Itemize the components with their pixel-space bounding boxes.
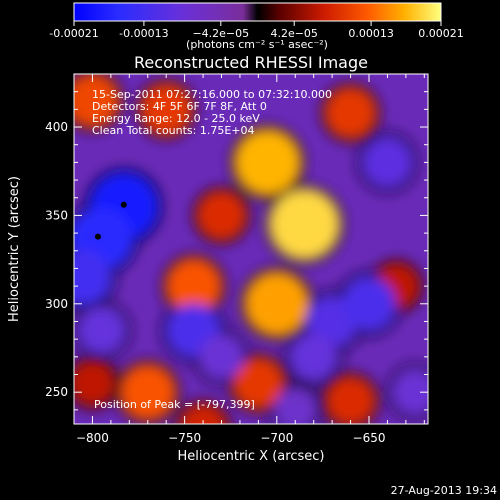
peak-markers	[94, 201, 127, 240]
x-tick-label: −650	[353, 431, 386, 445]
chart-title: Reconstructed RHESSI Image	[134, 53, 368, 72]
intensity-blob	[327, 377, 374, 424]
colorbar-tick-label: -0.00013	[119, 27, 168, 40]
intensity-blob	[78, 306, 126, 354]
annotations: 15-Sep-2011 07:27:16.000 to 07:32:10.000…	[92, 88, 332, 411]
annotation-line: Energy Range: 12.0 - 25.0 keV	[92, 112, 260, 125]
annotation-line: 15-Sep-2011 07:27:16.000 to 07:32:10.000	[92, 88, 332, 101]
peak-dot	[120, 201, 127, 208]
intensity-blob	[273, 388, 317, 424]
x-tick-label: −800	[76, 431, 109, 445]
y-axis-label: Heliocentric Y (arcsec)	[7, 176, 22, 322]
intensity-blob	[121, 365, 175, 419]
intensity-blob	[270, 190, 339, 259]
intensity-blob	[233, 358, 283, 408]
intensity-blob	[167, 259, 221, 313]
y-axis-ticks: 250 300 350 400	[45, 73, 428, 411]
x-tick-label: −700	[260, 431, 293, 445]
y-tick-label: 350	[45, 208, 68, 222]
colorbar-tick-label: −4.2e−05	[192, 27, 249, 40]
annotation-line: Clean Total counts: 1.75E+04	[92, 124, 255, 137]
intensity-blob	[326, 88, 376, 138]
x-tick-label: −750	[168, 431, 201, 445]
colorbar-tick-label: 0.00013	[348, 27, 394, 40]
intensity-blob	[246, 273, 308, 335]
intensity-blob	[74, 362, 114, 405]
x-axis-label: Heliocentric X (arcsec)	[178, 449, 325, 464]
intensity-blob	[198, 191, 245, 239]
peak-position-label: Position of Peak = [-797,399]	[94, 398, 255, 411]
intensity-blob	[235, 130, 300, 195]
colorbar-tick-label: 4.2e−05	[270, 27, 317, 40]
intensity-blob	[290, 333, 338, 381]
colorbar-tick-label: 0.00021	[418, 27, 464, 40]
peak-dot	[94, 233, 101, 240]
footer-timestamp: 27-Aug-2013 19:34	[391, 484, 497, 497]
x-axis-ticks: −800 −750 −700 −650	[73, 74, 425, 445]
y-tick-label: 250	[45, 385, 68, 399]
intensity-blob	[199, 334, 244, 380]
colorbar-unit-label: (photons cm⁻² s⁻¹ asec⁻²)	[186, 38, 328, 51]
intensity-blob	[180, 405, 226, 424]
y-tick-label: 300	[45, 297, 68, 311]
colorbar	[73, 2, 442, 22]
plot-area	[74, 74, 428, 424]
intensity-blob	[74, 249, 111, 305]
plot-frame	[73, 73, 429, 425]
y-tick-label: 400	[45, 120, 68, 134]
colorbar-tick-label: -0.00021	[49, 27, 98, 40]
intensity-blobs	[74, 74, 428, 424]
intensity-blob	[342, 277, 396, 331]
intensity-blob	[74, 74, 118, 127]
intensity-blob	[362, 137, 412, 187]
colorbar-ticks: -0.00021 -0.00013 −4.2e−05 4.2e−05 0.00013 0.…	[49, 21, 464, 40]
annotation-line: Detectors: 4F 5F 6F 7F 8F, Att 0	[92, 100, 267, 113]
intensity-blob	[141, 84, 191, 134]
intensity-blob	[392, 369, 428, 415]
